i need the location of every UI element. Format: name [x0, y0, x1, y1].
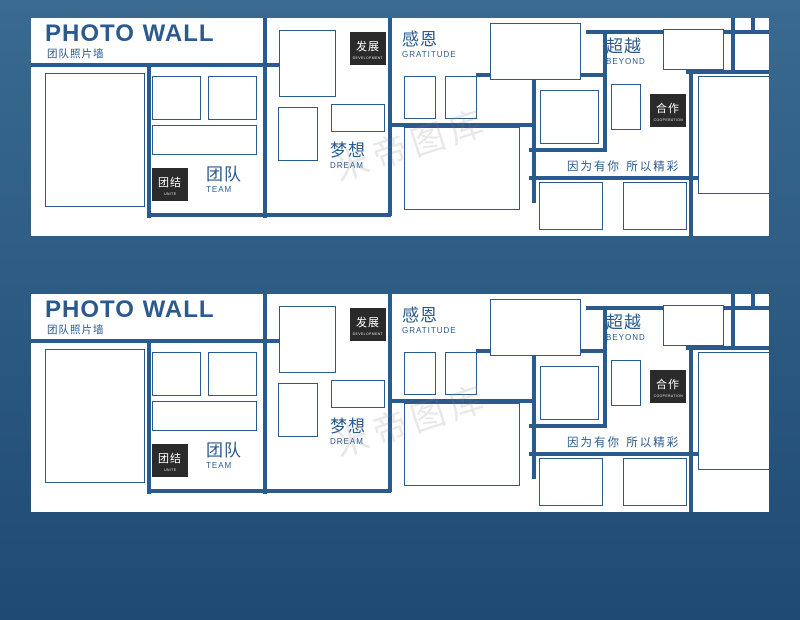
decor-vline: [532, 73, 536, 203]
badge-development: 发展DEVELOPMENT: [350, 32, 386, 65]
photo-frame: [663, 29, 724, 70]
word-beyond: 超越BEYOND: [606, 314, 646, 342]
decor-vline: [751, 18, 755, 30]
photo-frame: [45, 349, 145, 483]
photo-frame: [623, 458, 687, 506]
photo-frame: [404, 403, 520, 486]
photo-frame: [698, 76, 769, 194]
photo-frame: [490, 299, 581, 356]
badge-unite: 团结UNITE: [152, 444, 188, 477]
decor-vline: [731, 18, 735, 74]
photo-frame: [663, 305, 724, 346]
photo-frame: [611, 84, 641, 130]
photo-frame: [623, 182, 687, 230]
decor-hline: [529, 424, 607, 428]
decor-vline: [731, 294, 735, 350]
word-team: 团队TEAM: [206, 442, 242, 470]
photo-frame: [698, 352, 769, 470]
photo-frame: [152, 401, 257, 431]
word-team: 团队TEAM: [206, 166, 242, 194]
word-dream: 梦想DREAM: [330, 418, 366, 446]
title-en: PHOTO WALL: [45, 20, 215, 48]
decor-vline: [147, 339, 151, 494]
photo-frame: [445, 76, 477, 119]
photo-frame: [404, 76, 436, 119]
decor-hline: [31, 63, 301, 67]
decor-hline: [31, 339, 301, 343]
slogan: 因为有你 所以精彩BECAUSE OF YOU SO WONDERFUL: [567, 434, 680, 458]
decor-hline: [686, 70, 769, 74]
decor-vline: [263, 294, 267, 494]
photo-frame: [540, 90, 599, 144]
slogan: 因为有你 所以精彩BECAUSE OF YOU SO WONDERFUL: [567, 158, 680, 182]
decor-vline: [689, 70, 693, 236]
decor-hline: [151, 489, 391, 493]
badge-unite: 团结UNITE: [152, 168, 188, 201]
badge-development: 发展DEVELOPMENT: [350, 308, 386, 341]
photo-frame: [45, 73, 145, 207]
decor-vline: [751, 294, 755, 306]
decor-vline: [388, 18, 392, 216]
word-beyond: 超越BEYOND: [606, 38, 646, 66]
photo-frame: [208, 352, 257, 396]
photo-wall-panel-bottom: PHOTO WALL团队照片墙团结UNITE 发展DEVELOPMENT 合作COO…: [31, 294, 769, 512]
photo-frame: [152, 352, 201, 396]
photo-frame: [279, 306, 336, 373]
decor-vline: [388, 294, 392, 492]
word-gratitude: 感恩GRATITUDE: [402, 31, 457, 59]
word-gratitude: 感恩GRATITUDE: [402, 307, 457, 335]
badge-cooperation: 合作COOPERATION: [650, 370, 686, 403]
title-zh: 团队照片墙: [47, 322, 105, 337]
decor-vline: [263, 18, 267, 218]
photo-frame: [539, 458, 603, 506]
photo-frame: [539, 182, 603, 230]
title-zh: 团队照片墙: [47, 46, 105, 61]
photo-frame: [152, 125, 257, 155]
photo-frame: [611, 360, 641, 406]
photo-frame: [404, 352, 436, 395]
badge-cooperation: 合作COOPERATION: [650, 94, 686, 127]
decor-hline: [151, 213, 391, 217]
decor-hline: [529, 148, 607, 152]
photo-frame: [445, 352, 477, 395]
photo-frame: [331, 380, 385, 408]
photo-frame: [540, 366, 599, 420]
photo-frame: [208, 76, 257, 120]
decor-vline: [532, 349, 536, 479]
photo-frame: [152, 76, 201, 120]
word-dream: 梦想DREAM: [330, 142, 366, 170]
decor-hline: [686, 346, 769, 350]
decor-vline: [147, 63, 151, 218]
photo-wall-panel-top: PHOTO WALL团队照片墙团结UNITE 发展DEVELOPMENT 合作COO…: [31, 18, 769, 236]
photo-frame: [278, 107, 318, 161]
photo-frame: [278, 383, 318, 437]
decor-vline: [689, 346, 693, 512]
photo-frame: [404, 127, 520, 210]
photo-frame: [279, 30, 336, 97]
photo-frame: [490, 23, 581, 80]
title-en: PHOTO WALL: [45, 296, 215, 324]
photo-frame: [331, 104, 385, 132]
